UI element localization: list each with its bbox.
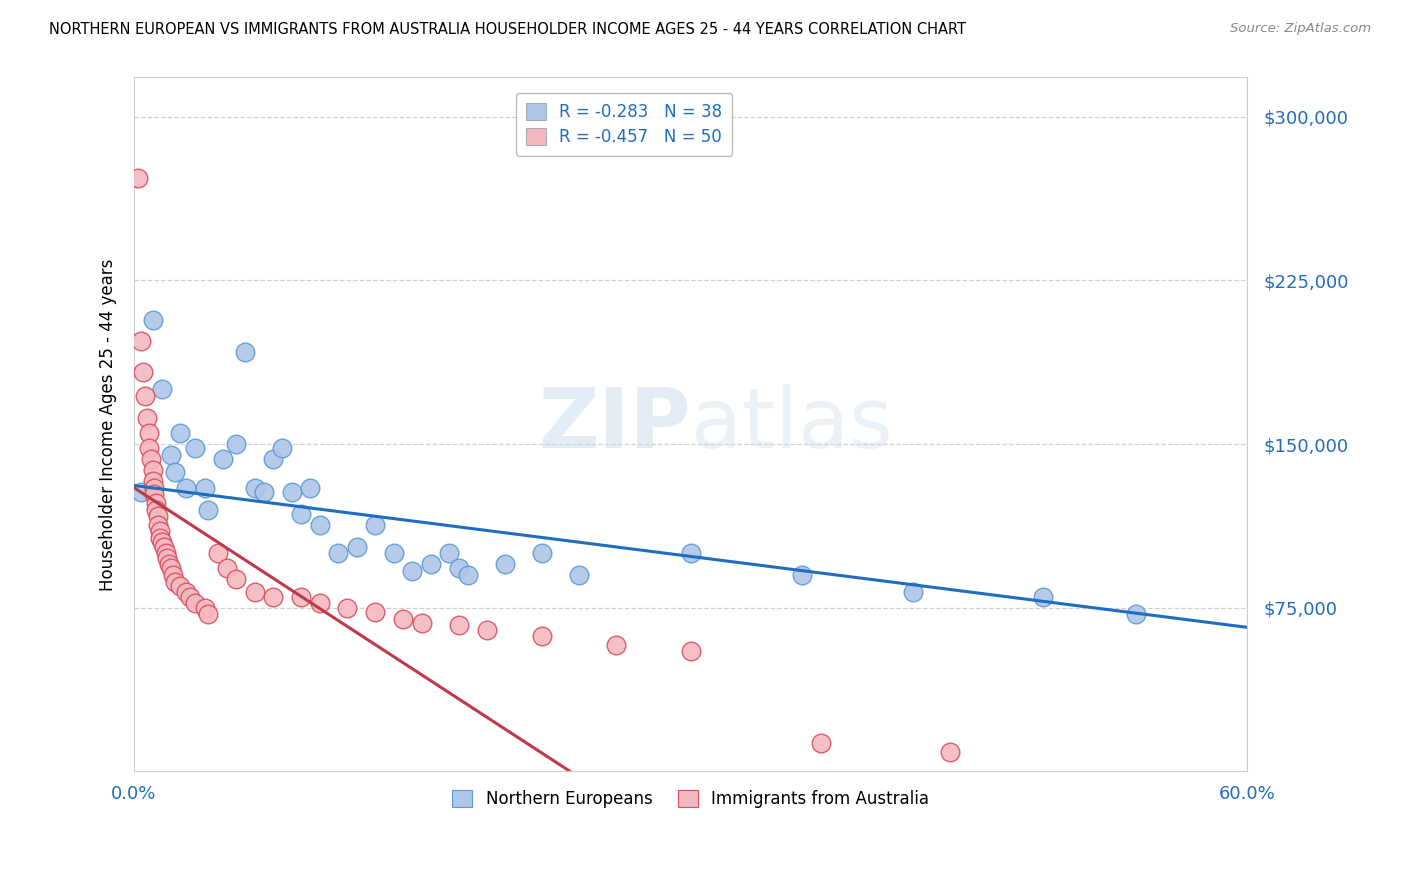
Point — [127, 170, 149, 185]
Point — [131, 485, 153, 500]
Point — [225, 572, 247, 586]
Point — [184, 596, 207, 610]
Point — [326, 546, 349, 560]
Point — [142, 312, 165, 326]
Point — [143, 487, 166, 501]
Point — [299, 481, 322, 495]
Point — [136, 410, 159, 425]
Point — [243, 585, 266, 599]
Point — [939, 745, 962, 759]
Point — [146, 517, 169, 532]
Point — [162, 568, 184, 582]
Y-axis label: Householder Income Ages 25 - 44 years: Householder Income Ages 25 - 44 years — [100, 258, 117, 591]
Point — [134, 389, 156, 403]
Point — [160, 448, 183, 462]
Point — [494, 557, 516, 571]
Point — [179, 590, 201, 604]
Point — [419, 557, 441, 571]
Point — [475, 623, 498, 637]
Point — [364, 517, 387, 532]
Point — [290, 507, 312, 521]
Point — [131, 334, 153, 349]
Point — [146, 509, 169, 524]
Point — [145, 496, 167, 510]
Point — [152, 540, 174, 554]
Point — [150, 383, 173, 397]
Point — [382, 546, 405, 560]
Point — [605, 638, 627, 652]
Point — [174, 585, 197, 599]
Point — [197, 502, 219, 516]
Point — [160, 561, 183, 575]
Point — [163, 574, 186, 589]
Point — [197, 607, 219, 622]
Point — [810, 736, 832, 750]
Point — [679, 644, 702, 658]
Point — [235, 345, 257, 359]
Point — [790, 568, 813, 582]
Legend: Northern Europeans, Immigrants from Australia: Northern Europeans, Immigrants from Aust… — [446, 783, 935, 815]
Point — [142, 463, 165, 477]
Point — [150, 535, 173, 549]
Point — [308, 596, 330, 610]
Point — [143, 481, 166, 495]
Point — [271, 442, 294, 456]
Point — [193, 481, 215, 495]
Point — [392, 612, 415, 626]
Point — [169, 579, 191, 593]
Point — [346, 540, 368, 554]
Point — [262, 452, 284, 467]
Point — [568, 568, 591, 582]
Point — [193, 600, 215, 615]
Point — [174, 481, 197, 495]
Point — [336, 600, 359, 615]
Point — [364, 605, 387, 619]
Point — [1032, 590, 1054, 604]
Point — [142, 474, 165, 488]
Point — [184, 442, 207, 456]
Point — [679, 546, 702, 560]
Point — [156, 550, 179, 565]
Point — [281, 485, 304, 500]
Point — [411, 615, 433, 630]
Text: ZIP: ZIP — [538, 384, 690, 465]
Point — [163, 466, 186, 480]
Point — [401, 564, 423, 578]
Point — [145, 502, 167, 516]
Point — [439, 546, 461, 560]
Point — [169, 426, 191, 441]
Text: atlas: atlas — [690, 384, 893, 465]
Point — [155, 546, 177, 560]
Point — [139, 452, 162, 467]
Point — [138, 442, 160, 456]
Point — [243, 481, 266, 495]
Text: Source: ZipAtlas.com: Source: ZipAtlas.com — [1230, 22, 1371, 36]
Point — [225, 437, 247, 451]
Point — [290, 590, 312, 604]
Point — [531, 629, 554, 643]
Point — [457, 568, 479, 582]
Point — [207, 546, 229, 560]
Point — [1125, 607, 1147, 622]
Point — [447, 618, 470, 632]
Point — [212, 452, 235, 467]
Point — [149, 524, 172, 539]
Point — [308, 517, 330, 532]
Point — [253, 485, 276, 500]
Point — [262, 590, 284, 604]
Point — [531, 546, 554, 560]
Point — [447, 561, 470, 575]
Point — [138, 426, 160, 441]
Point — [157, 557, 180, 571]
Text: NORTHERN EUROPEAN VS IMMIGRANTS FROM AUSTRALIA HOUSEHOLDER INCOME AGES 25 - 44 Y: NORTHERN EUROPEAN VS IMMIGRANTS FROM AUS… — [49, 22, 966, 37]
Point — [132, 365, 155, 379]
Point — [215, 561, 238, 575]
Point — [903, 585, 925, 599]
Point — [149, 531, 172, 545]
